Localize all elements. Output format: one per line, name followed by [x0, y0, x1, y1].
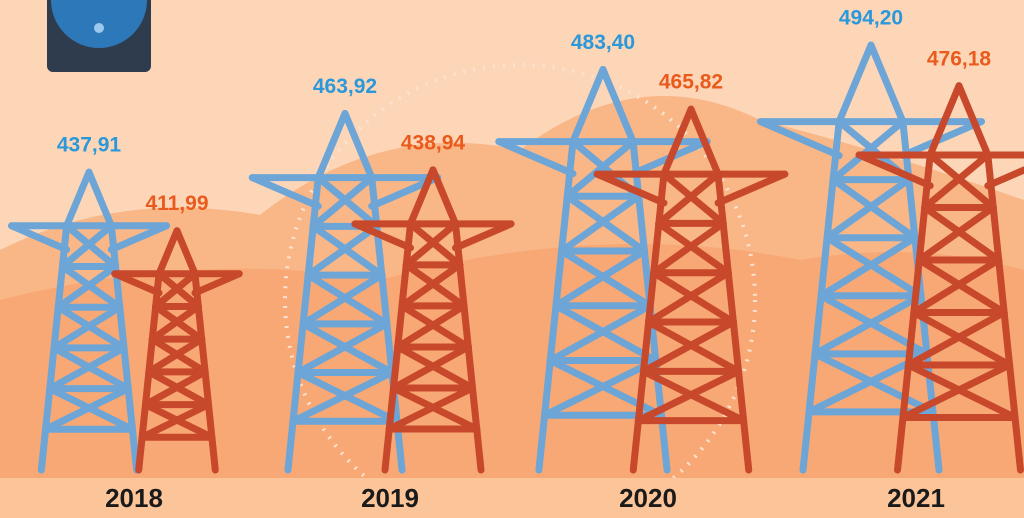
tower-strut	[50, 348, 54, 389]
tower-strut	[41, 429, 45, 470]
tower-strut	[393, 347, 397, 388]
value-label: 465,82	[659, 71, 723, 94]
icon-dot	[94, 23, 104, 33]
tower-strut	[139, 437, 142, 470]
x-tick-label: 2019	[361, 483, 419, 513]
x-tick-label: 2021	[887, 483, 945, 513]
value-label: 476,18	[927, 47, 992, 70]
tower-strut	[473, 388, 477, 429]
tower-strut	[385, 429, 389, 470]
value-label: 438,94	[401, 131, 466, 154]
value-label: 437,91	[57, 134, 122, 157]
tower-strut	[468, 347, 472, 388]
tower-strut	[212, 437, 215, 470]
value-label: 463,92	[313, 75, 377, 98]
tower-strut	[124, 348, 128, 389]
hills-front	[0, 244, 1024, 478]
value-label: 483,40	[571, 31, 635, 54]
value-label: 411,99	[145, 192, 208, 215]
tower-strut	[389, 388, 393, 429]
x-tick-label: 2018	[105, 483, 163, 513]
value-label: 494,20	[839, 7, 903, 30]
tower-strut	[477, 429, 481, 470]
tower-strut	[46, 389, 50, 430]
x-tick-label: 2020	[619, 483, 677, 513]
chart: 2018 437,91 411,99 2019 463,92 438,94 2020 483,…	[0, 0, 1024, 518]
tower-strut	[128, 389, 132, 430]
